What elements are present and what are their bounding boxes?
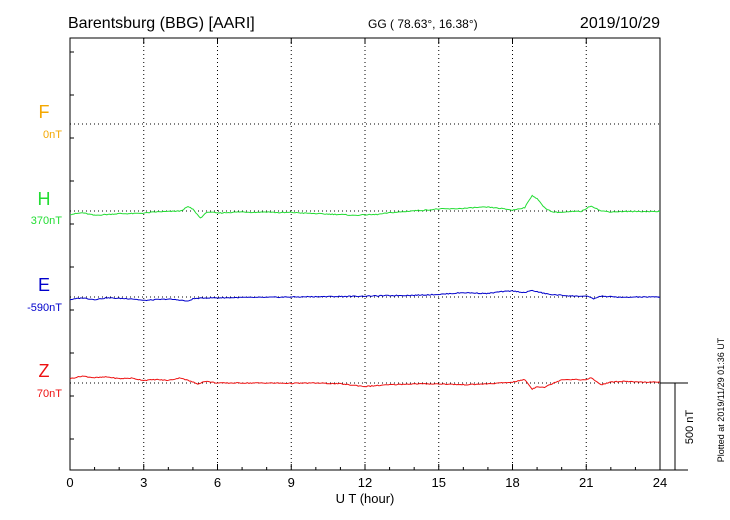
x-axis-label: U T (hour) — [336, 491, 395, 506]
x-tick-label: 9 — [288, 475, 295, 490]
series-baseline-f: 0nT — [43, 129, 62, 141]
x-tick-label: 6 — [214, 475, 221, 490]
series-name-e: E — [38, 275, 50, 295]
series-labels: F 0nT H 370nT E -590nT Z 70nT — [27, 102, 62, 400]
x-tick-label: 12 — [358, 475, 372, 490]
plotted-note: Plotted at 2019/11/29 01:36 UT — [716, 337, 726, 462]
station-title: Barentsburg (BBG) [AARI] — [68, 15, 255, 32]
grid-lines — [70, 38, 660, 470]
x-tick-label: 0 — [66, 475, 73, 490]
x-tick-label: 21 — [579, 475, 593, 490]
series-baseline-e: -590nT — [27, 302, 62, 314]
series-baseline-h: 370nT — [31, 215, 62, 227]
x-axis-ticks: 0 3 6 9 12 15 18 21 24 — [66, 38, 667, 490]
series-name-z: Z — [39, 361, 50, 381]
series-line-z — [69, 375, 661, 391]
coords-title: GG ( 78.63°, 16.38°) — [368, 17, 478, 31]
date-title: 2019/10/29 — [580, 15, 660, 32]
x-tick-label: 24 — [653, 475, 667, 490]
series-line-h — [69, 194, 661, 219]
series-name-h: H — [38, 189, 51, 209]
x-tick-label: 18 — [505, 475, 519, 490]
series-line-e — [69, 289, 661, 302]
scale-bar-label: 500 nT — [684, 410, 696, 445]
series-baseline-z: 70nT — [37, 388, 62, 400]
series-layer — [69, 194, 661, 391]
x-tick-label: 15 — [432, 475, 446, 490]
series-name-f: F — [39, 102, 50, 122]
x-tick-label: 3 — [140, 475, 147, 490]
